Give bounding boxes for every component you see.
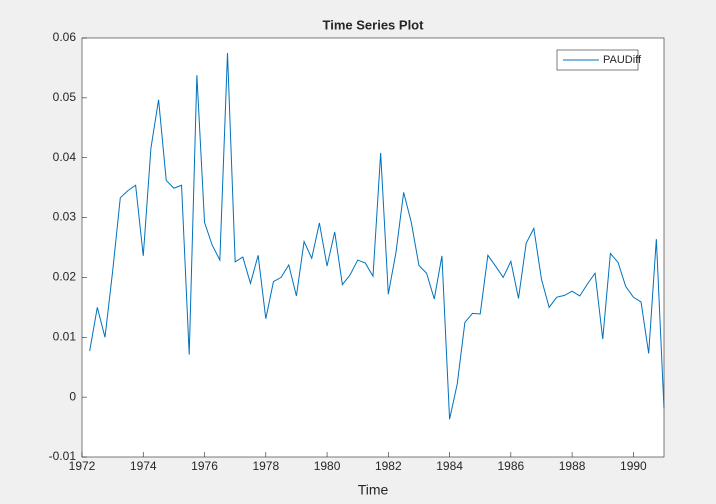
x-tick-label: 1988 [559,459,586,473]
y-tick-label: 0.06 [53,30,77,44]
chart-title: Time Series Plot [323,17,425,32]
y-tick-label: 0 [69,389,76,403]
x-tick-label: 1990 [620,459,647,473]
x-tick-label: 1982 [375,459,402,473]
x-axis-label: Time [358,482,389,498]
y-tick-label: 0.03 [53,210,77,224]
y-tick-label: -0.01 [49,449,77,463]
x-tick-label: 1972 [69,459,96,473]
x-tick-label: 1978 [252,459,279,473]
plot-area [81,37,665,458]
x-tick-label: 1980 [314,459,341,473]
y-tick-label: 0.01 [53,329,77,343]
legend-label: PAUDiff [603,54,642,66]
x-tick-label: 1974 [130,459,157,473]
y-tick-label: 0.04 [53,150,77,164]
data-line [89,52,665,420]
y-tick-label: 0.05 [53,90,77,104]
x-tick-label: 1986 [497,459,524,473]
x-tick-label: 1984 [436,459,463,473]
y-tick-label: 0.02 [53,270,77,284]
x-tick-label: 1976 [191,459,218,473]
